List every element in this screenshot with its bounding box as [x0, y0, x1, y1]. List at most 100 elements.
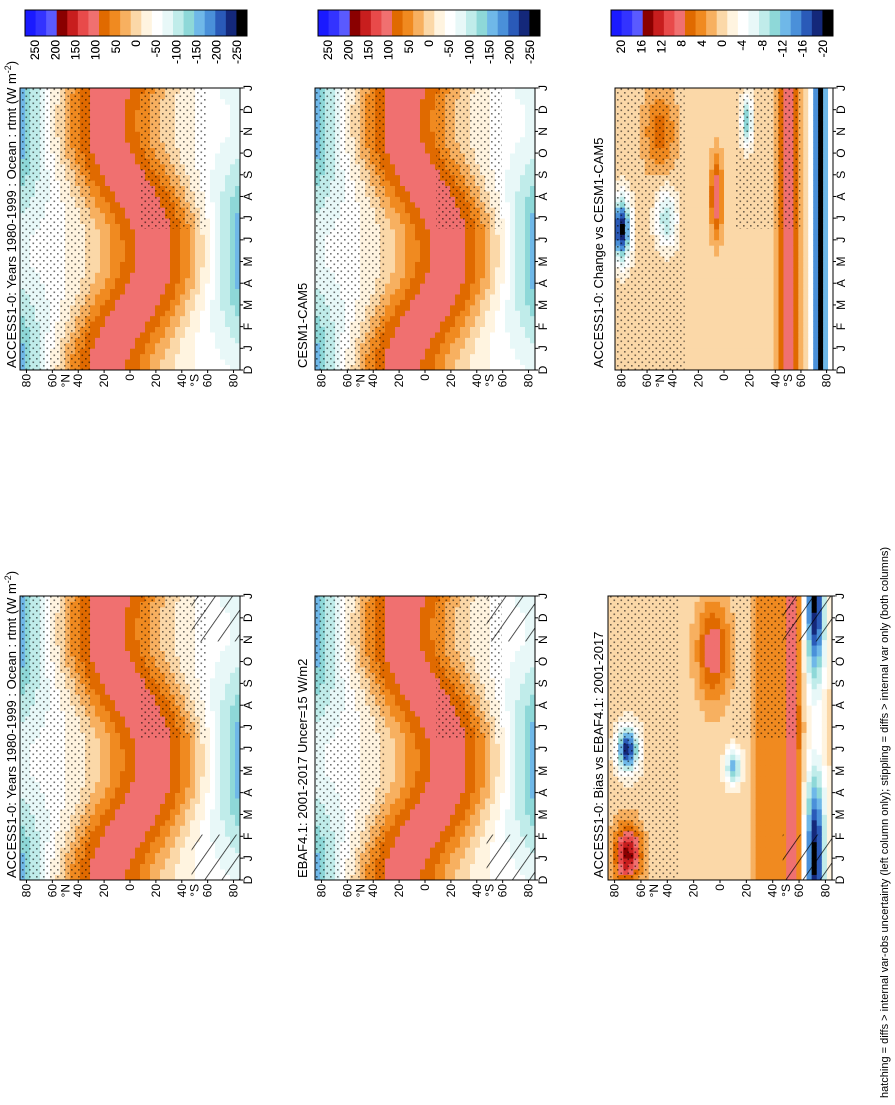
heatmap-cell	[130, 809, 136, 815]
heatmap-cell	[90, 732, 96, 739]
heatmap-cell	[505, 716, 511, 723]
heatmap-cell	[390, 623, 396, 630]
heatmap-cell	[90, 596, 96, 602]
heatmap-cell	[410, 672, 416, 679]
heatmap-cell	[110, 623, 116, 630]
heatmap-cell	[110, 836, 116, 843]
heatmap-cell	[505, 656, 511, 662]
heatmap-cell	[435, 869, 441, 875]
heatmap-cell	[155, 863, 161, 870]
heatmap-cell	[395, 748, 401, 755]
heatmap-cell	[425, 781, 431, 788]
heatmap-cell	[520, 765, 526, 772]
heatmap-cell	[385, 656, 391, 662]
heatmap-cell	[410, 781, 416, 788]
heatmap-cell	[530, 809, 536, 815]
heatmap-cell	[105, 705, 111, 712]
heatmap-cell	[420, 819, 426, 826]
heatmap-cell	[395, 863, 401, 870]
heatmap-cell	[390, 852, 396, 859]
heatmap-cell	[485, 787, 491, 794]
heatmap-cell	[150, 819, 156, 826]
heatmap-cell	[510, 754, 516, 761]
heatmap-cell	[465, 830, 471, 837]
heatmap-cell	[415, 819, 421, 826]
heatmap-cell	[105, 612, 111, 619]
heatmap-cell	[105, 710, 111, 717]
heatmap-cell	[505, 705, 511, 712]
heatmap-cell	[195, 738, 201, 744]
heatmap-cell	[515, 787, 521, 794]
heatmap-cell	[105, 672, 111, 679]
heatmap-cell	[440, 836, 446, 843]
heatmap-cell	[165, 863, 171, 870]
heatmap-cell	[410, 798, 416, 804]
heatmap-cell	[90, 743, 96, 750]
heatmap-cell	[150, 754, 156, 761]
heatmap-cell	[150, 825, 156, 832]
heatmap-cell	[465, 852, 471, 859]
heatmap-cell	[135, 688, 141, 695]
heatmap-cell	[385, 814, 391, 821]
heatmap-cell	[415, 781, 421, 788]
heatmap-cell	[440, 825, 446, 832]
heatmap-cell	[390, 688, 396, 695]
heatmap-cell	[105, 623, 111, 630]
heatmap-cell	[410, 634, 416, 641]
heatmap-cell	[165, 738, 171, 744]
month-tick-label: J	[536, 724, 550, 730]
heatmap-cell	[415, 732, 421, 739]
heatmap-cell	[390, 727, 396, 733]
heatmap-cell	[430, 874, 436, 881]
heatmap-cell	[415, 628, 421, 635]
heatmap-cell	[200, 770, 206, 777]
heatmap-cell	[505, 672, 511, 679]
heatmap-cell	[90, 661, 96, 668]
heatmap-cell	[170, 748, 176, 755]
heatmap-cell	[390, 841, 396, 848]
heatmap-cell	[435, 825, 441, 832]
heatmap-cell	[455, 830, 461, 837]
heatmap-cell	[390, 667, 396, 673]
heatmap-cell	[405, 716, 411, 723]
heatmap-cell	[205, 743, 211, 750]
heatmap-cell	[445, 819, 451, 826]
month-tick-label: S	[241, 679, 255, 687]
heatmap-cell	[425, 738, 431, 744]
heatmap-cell	[100, 847, 106, 854]
heatmap-cell	[225, 781, 231, 788]
heatmap-cell	[425, 759, 431, 766]
heatmap-cell	[430, 732, 436, 739]
month-tick-label: J	[241, 724, 255, 730]
heatmap-cell	[195, 743, 201, 750]
heatmap-cell	[130, 628, 136, 635]
heatmap-cell	[225, 776, 231, 783]
heatmap-cell	[180, 825, 186, 832]
heatmap-cell	[420, 596, 426, 602]
heatmap-cell	[90, 672, 96, 679]
heatmap-cell	[390, 672, 396, 679]
heatmap-cell	[440, 776, 446, 783]
heatmap-cell	[385, 672, 391, 679]
heatmap-cell	[530, 776, 536, 783]
heatmap-cell	[390, 738, 396, 744]
heatmap-cell	[440, 874, 446, 881]
heatmap-cell	[115, 852, 121, 859]
heatmap-cell	[475, 738, 481, 744]
heatmap-cell	[530, 699, 536, 706]
heatmap-cell	[430, 721, 436, 728]
heatmap-cell	[430, 661, 436, 668]
heatmap-cell	[195, 819, 201, 826]
heatmap-cell	[205, 699, 211, 706]
heatmap-cell	[115, 792, 121, 799]
heatmap-cell	[120, 748, 126, 755]
heatmap-cell	[130, 836, 136, 843]
heatmap-cell	[135, 710, 141, 717]
heatmap-cell	[420, 869, 426, 875]
heatmap-cell	[95, 770, 101, 777]
heatmap-cell	[105, 606, 111, 613]
heatmap-cell	[90, 612, 96, 619]
heatmap-cell	[130, 732, 136, 739]
heatmap-cell	[120, 677, 126, 684]
heatmap-cell	[140, 825, 146, 832]
